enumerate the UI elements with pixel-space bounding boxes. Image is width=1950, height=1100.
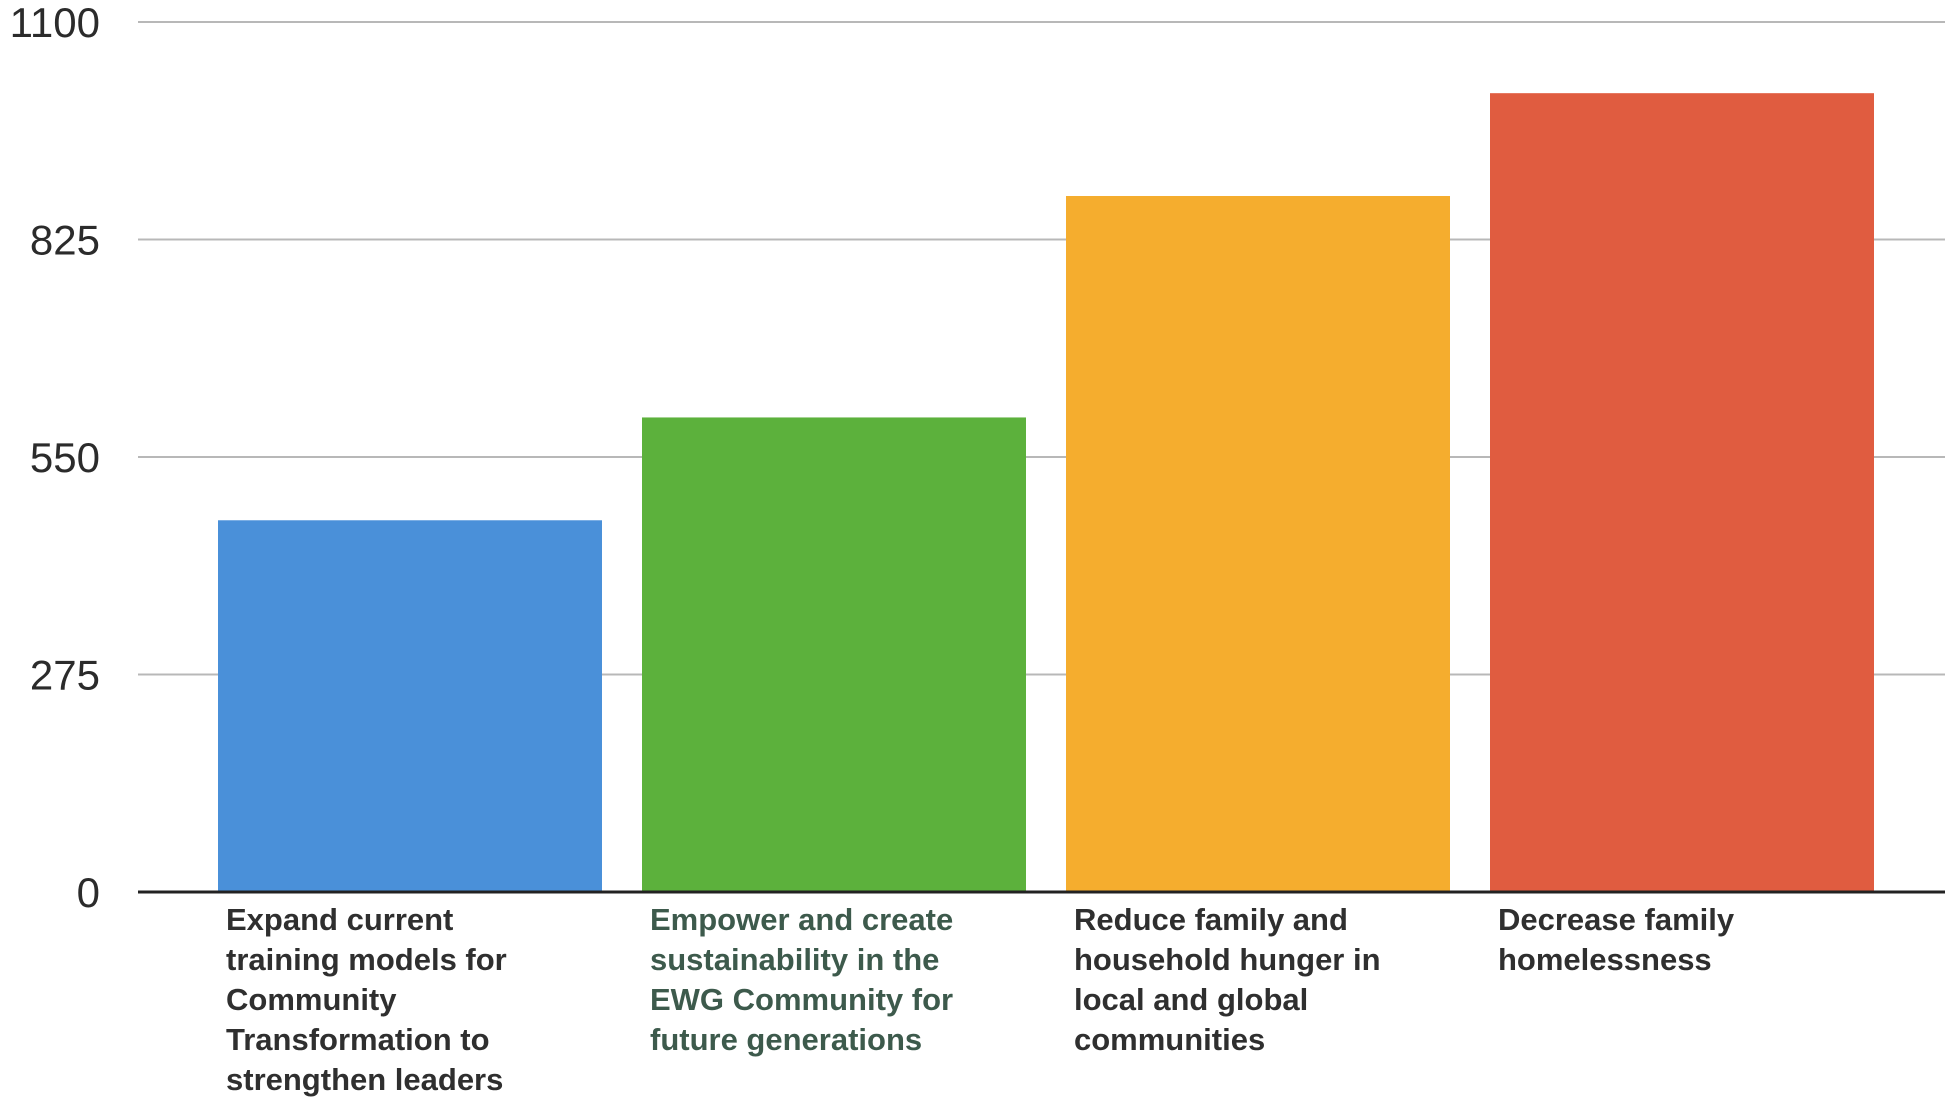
y-tick-label: 550 (30, 434, 100, 481)
x-category-label: Decrease family homelessness (1498, 902, 1735, 977)
x-category-label: Empower and create sustainability in the… (650, 902, 954, 1057)
bar (1066, 196, 1450, 892)
bar (642, 417, 1026, 892)
y-tick-label: 1100 (10, 0, 100, 46)
x-category-label: Expand current training models for Commu… (226, 902, 507, 1097)
bars (218, 93, 1874, 892)
x-category-label: Reduce family and household hunger in lo… (1074, 902, 1381, 1057)
y-tick-label: 0 (77, 869, 100, 916)
bar (1490, 93, 1874, 892)
y-tick-label: 825 (30, 217, 100, 264)
bar (218, 520, 602, 892)
y-tick-label: 275 (30, 652, 100, 699)
y-axis-tick-labels: 0 275 550 825 1100 (10, 0, 100, 916)
